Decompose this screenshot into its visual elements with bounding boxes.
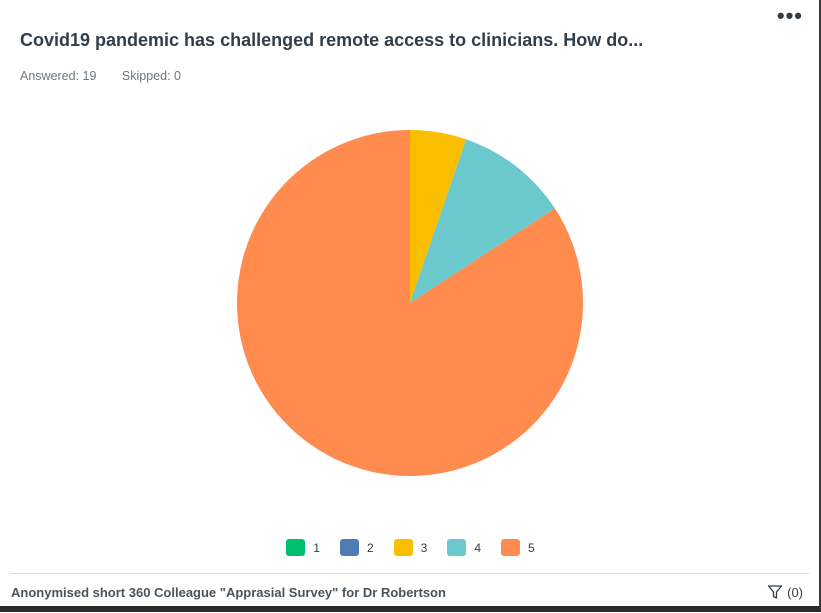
legend-item-2[interactable]: 2	[339, 539, 374, 556]
survey-name: Anonymised short 360 Colleague "Apprasia…	[11, 585, 446, 600]
legend-item-1[interactable]: 1	[286, 539, 320, 556]
pie-chart	[236, 130, 583, 476]
more-options-button[interactable]: •••	[776, 3, 803, 28]
legend-item-5[interactable]: 5	[501, 539, 535, 556]
legend-item-3[interactable]: 3	[393, 539, 428, 556]
pie-slice-5[interactable]	[236, 130, 583, 476]
legend-swatch	[286, 539, 306, 556]
more-horizontal-icon: •••	[776, 3, 803, 28]
legend-label: 2	[366, 540, 374, 555]
legend-label: 4	[474, 540, 482, 555]
pie-slice-3[interactable]	[410, 130, 467, 303]
question-title: Covid19 pandemic has challenged remote a…	[20, 30, 644, 50]
pie-slice-4[interactable]	[410, 139, 555, 303]
legend-label: 5	[528, 540, 535, 555]
chart-legend: 1 2 3 4 5	[0, 539, 821, 556]
filter-icon	[767, 585, 783, 599]
filter-count: (0)	[787, 584, 803, 600]
filter-button[interactable]: (0)	[767, 584, 803, 600]
legend-swatch	[447, 539, 467, 556]
response-stats: Answered: 19 Skipped: 0	[20, 69, 203, 83]
legend-label: 3	[420, 540, 428, 555]
legend-swatch	[501, 539, 521, 556]
footer-divider	[10, 573, 809, 574]
legend-swatch	[393, 539, 413, 556]
legend-item-4[interactable]: 4	[447, 539, 481, 556]
skipped-count: Skipped: 0	[121, 69, 181, 83]
legend-label: 1	[313, 540, 320, 555]
answered-count: Answered: 19	[20, 69, 97, 83]
legend-swatch	[339, 539, 359, 556]
